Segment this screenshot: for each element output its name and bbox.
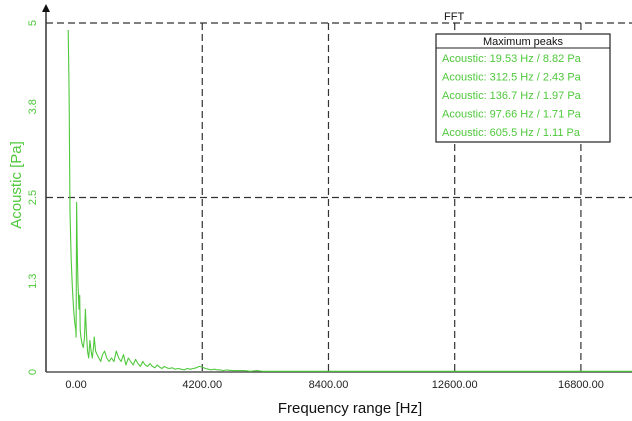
x-tick-labels: 0.00 4200.00 8400.00 12600.00 16800.00 <box>65 379 604 391</box>
y-tick-label-2: 2.5 <box>27 190 39 205</box>
legend-entry-1: Acoustic: 312.5 Hz / 2.43 Pa <box>442 72 582 84</box>
y-tick-label-3: 3.8 <box>27 99 39 114</box>
series-layer <box>67 29 632 372</box>
legend-entry-4: Acoustic: 605.5 Hz / 1.11 Pa <box>442 127 581 139</box>
x-tick-label-3: 12600.00 <box>432 379 478 391</box>
legend-header: Maximum peaks <box>483 36 564 48</box>
x-tick-label-4: 16800.00 <box>558 379 604 391</box>
legend-maximum-peaks: Maximum peaks Acoustic: 19.53 Hz / 8.82 … <box>435 33 611 143</box>
x-axis-title: Frequency range [Hz] <box>278 400 422 417</box>
y-tick-label-0: 0 <box>27 369 39 375</box>
y-tick-label-1: 1.3 <box>27 274 39 289</box>
y-axis-arrow-icon <box>42 4 50 12</box>
y-tick-labels: 0 1.3 2.5 3.8 5 <box>27 20 39 375</box>
plot-frame <box>45 8 632 373</box>
y-tick-label-4: 5 <box>27 20 39 26</box>
series-line-0 <box>67 29 632 372</box>
chart-title: FFT <box>444 11 464 23</box>
legend-entry-2: Acoustic: 136.7 Hz / 1.97 Pa <box>442 90 582 102</box>
x-tick-label-2: 8400.00 <box>309 379 349 391</box>
legend-entry-3: Acoustic: 97.66 Hz / 1.71 Pa <box>442 109 582 121</box>
legend-entries: Acoustic: 19.53 Hz / 8.82 Pa Acoustic: 31… <box>442 53 582 139</box>
y-axis-title: Acoustic [Pa] <box>8 141 25 229</box>
legend-box <box>435 33 611 143</box>
x-tick-label-1: 4200.00 <box>182 379 222 391</box>
x-tick-label-0: 0.00 <box>65 379 86 391</box>
legend-entry-0: Acoustic: 19.53 Hz / 8.82 Pa <box>442 53 582 65</box>
